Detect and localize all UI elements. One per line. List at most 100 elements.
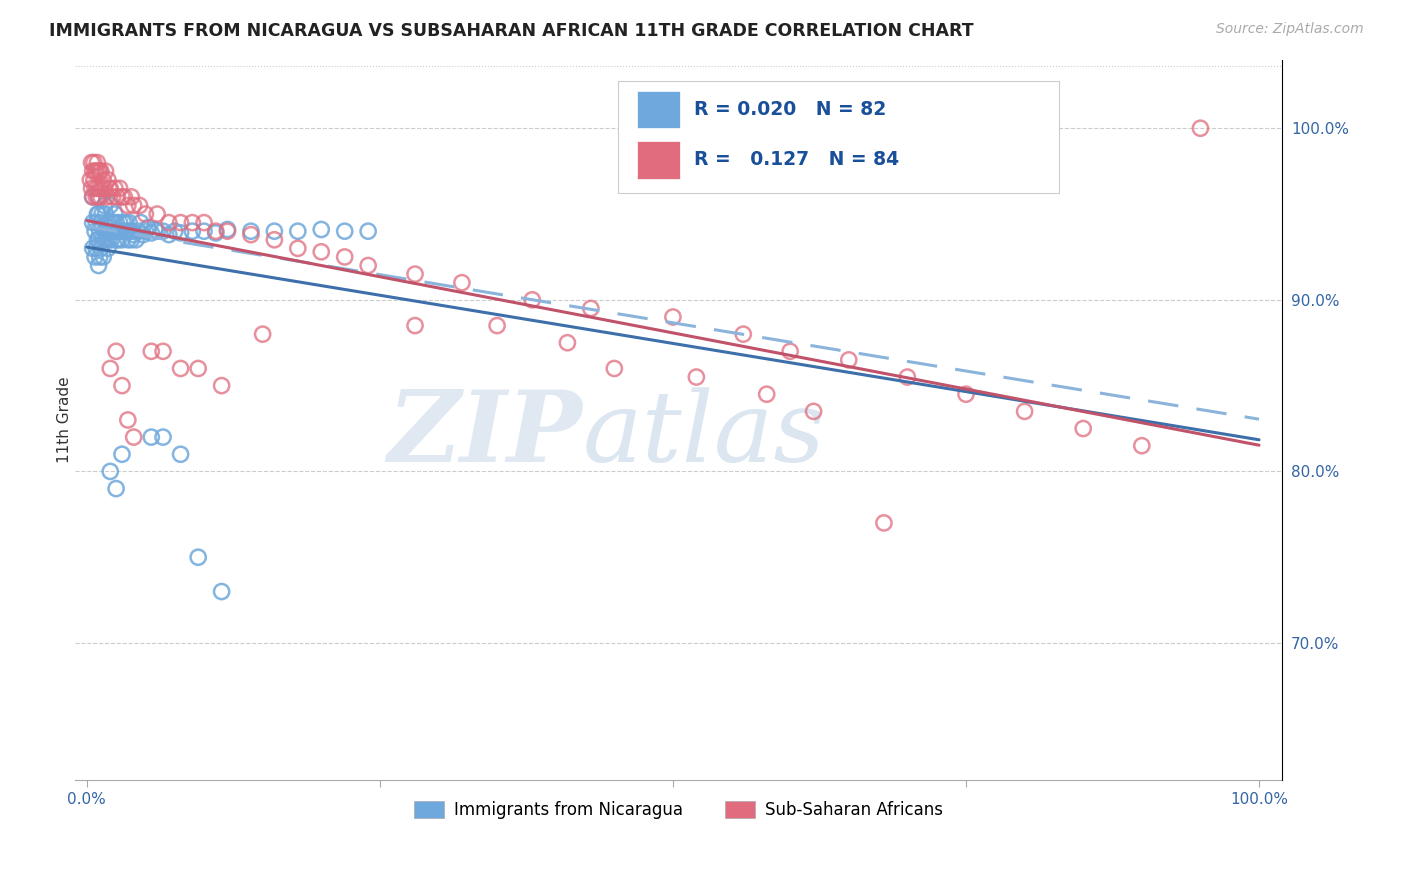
Point	[117, 413, 139, 427]
Point	[103, 224, 125, 238]
Point	[87, 164, 110, 178]
Point	[204, 224, 226, 238]
Point	[146, 224, 169, 238]
Point	[486, 318, 509, 333]
Point	[89, 224, 111, 238]
Point	[121, 224, 143, 238]
Point	[187, 550, 209, 565]
Point	[80, 155, 103, 169]
Point	[333, 250, 356, 264]
Point	[169, 216, 191, 230]
Point	[107, 233, 129, 247]
Point	[100, 233, 122, 247]
Point	[122, 198, 145, 212]
Point	[117, 198, 139, 212]
Point	[169, 226, 191, 240]
Point	[91, 207, 114, 221]
Point	[896, 370, 918, 384]
Point	[252, 327, 274, 342]
Point	[263, 233, 285, 247]
Point	[141, 430, 163, 444]
Point	[955, 387, 977, 401]
Point	[108, 181, 131, 195]
Point	[98, 233, 121, 247]
Point	[87, 259, 110, 273]
Point	[169, 361, 191, 376]
Point	[193, 224, 215, 238]
Point	[86, 155, 108, 169]
Point	[82, 164, 104, 178]
Text: atlas: atlas	[582, 387, 825, 482]
Point	[755, 387, 778, 401]
Point	[91, 181, 114, 195]
Point	[333, 224, 356, 238]
Point	[111, 233, 134, 247]
Point	[136, 220, 159, 235]
Point	[97, 216, 120, 230]
Point	[93, 181, 115, 195]
Point	[84, 250, 107, 264]
Point	[98, 181, 121, 195]
Point	[108, 216, 131, 230]
Point	[134, 207, 156, 221]
Point	[96, 190, 118, 204]
Point	[120, 190, 142, 204]
Point	[91, 250, 114, 264]
Point	[181, 216, 204, 230]
Point	[89, 250, 111, 264]
Point	[127, 224, 149, 238]
Point	[111, 378, 134, 392]
Point	[125, 233, 148, 247]
Point	[152, 430, 174, 444]
Point	[157, 227, 180, 242]
Point	[146, 207, 169, 221]
Point	[557, 335, 579, 350]
Point	[84, 216, 107, 230]
Point	[101, 216, 124, 230]
Point	[98, 224, 121, 238]
Point	[84, 164, 107, 178]
Point	[128, 198, 150, 212]
Point	[122, 430, 145, 444]
Point	[94, 164, 117, 178]
Point	[117, 233, 139, 247]
Point	[1071, 421, 1094, 435]
Point	[94, 207, 117, 221]
Point	[1189, 121, 1212, 136]
Point	[104, 181, 127, 195]
Point	[1130, 439, 1153, 453]
Text: R =   0.127   N = 84: R = 0.127 N = 84	[695, 150, 900, 169]
Point	[309, 222, 332, 236]
Point	[97, 172, 120, 186]
Point	[838, 352, 860, 367]
Point	[80, 181, 103, 195]
Text: Source: ZipAtlas.com: Source: ZipAtlas.com	[1216, 22, 1364, 37]
Point	[83, 172, 105, 186]
Point	[603, 361, 626, 376]
Point	[114, 216, 136, 230]
Point	[94, 233, 117, 247]
Point	[93, 224, 115, 238]
Point	[104, 207, 127, 221]
Point	[141, 344, 163, 359]
Point	[90, 216, 112, 230]
Point	[263, 224, 285, 238]
Point	[357, 259, 380, 273]
Point	[91, 233, 114, 247]
Point	[873, 516, 896, 530]
Point	[112, 190, 135, 204]
Point	[803, 404, 825, 418]
Point	[685, 370, 707, 384]
Point	[451, 276, 474, 290]
Point	[82, 241, 104, 255]
Point	[84, 190, 107, 204]
Point	[84, 181, 107, 195]
Point	[105, 344, 128, 359]
Point	[309, 244, 332, 259]
Point	[779, 344, 801, 359]
Text: R = 0.020   N = 82: R = 0.020 N = 82	[695, 100, 887, 119]
Point	[101, 190, 124, 204]
Point	[404, 318, 426, 333]
Point	[105, 482, 128, 496]
Point	[98, 361, 121, 376]
